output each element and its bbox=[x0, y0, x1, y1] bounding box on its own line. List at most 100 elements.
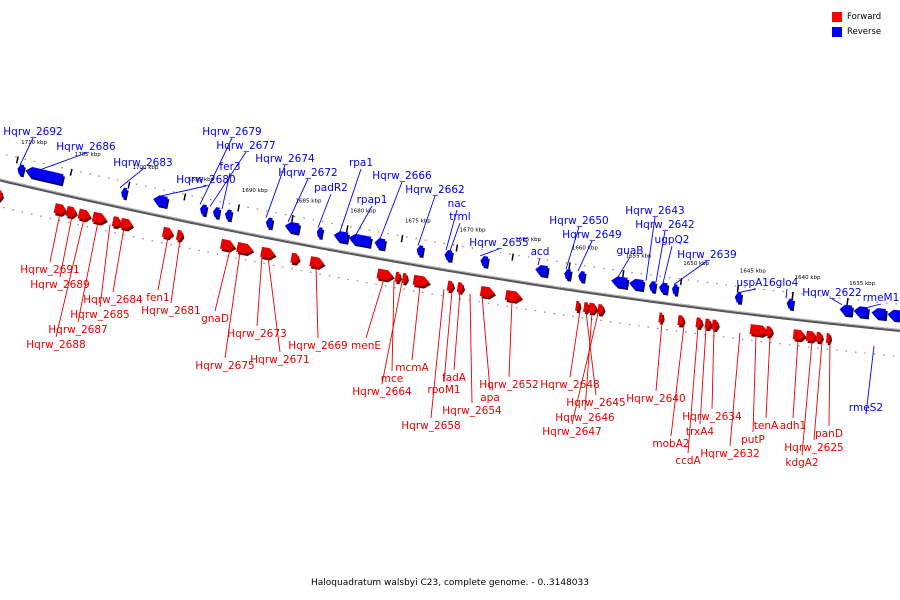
gene-label[interactable]: rmeS2 bbox=[849, 402, 883, 414]
reverse-gene-arrow[interactable] bbox=[316, 227, 325, 240]
reverse-gene-arrow[interactable] bbox=[871, 308, 888, 322]
forward-gene-arrow[interactable] bbox=[765, 326, 774, 339]
gene-label[interactable]: Hqrw_2647 bbox=[542, 426, 601, 438]
forward-gene-arrow[interactable] bbox=[677, 315, 687, 328]
gene-label[interactable]: putP bbox=[741, 434, 765, 446]
gene-label[interactable]: panD bbox=[815, 428, 843, 440]
reverse-gene-arrow[interactable] bbox=[415, 245, 425, 259]
gene-label[interactable]: Hqrw_2666 bbox=[372, 170, 432, 182]
gene-label[interactable]: Hqrw_2658 bbox=[401, 420, 460, 432]
reverse-gene-arrow[interactable] bbox=[479, 256, 490, 269]
gene-label[interactable]: Hqrw_2632 bbox=[700, 448, 759, 460]
gene-label[interactable]: adh1 bbox=[780, 420, 806, 432]
gene-label[interactable]: mcmA bbox=[395, 362, 429, 374]
reverse-gene-arrow[interactable] bbox=[658, 282, 670, 296]
gene-label[interactable]: ugpQ2 bbox=[655, 234, 690, 246]
gene-label[interactable]: apa bbox=[480, 392, 500, 404]
reverse-gene-arrow[interactable] bbox=[534, 264, 550, 279]
gene-label[interactable]: rpap1 bbox=[357, 194, 388, 206]
gene-label[interactable]: Hqrw_2634 bbox=[682, 411, 742, 423]
gene-label[interactable]: Hqrw_2625 bbox=[784, 442, 843, 454]
forward-gene-arrow[interactable] bbox=[575, 300, 583, 314]
gene-label[interactable]: Hqrw_2646 bbox=[555, 412, 615, 424]
reverse-gene-arrow[interactable] bbox=[347, 233, 373, 249]
gene-label[interactable]: glo4 bbox=[776, 277, 799, 289]
reverse-gene-arrow[interactable] bbox=[648, 281, 658, 294]
gene-label[interactable]: Hqrw_2662 bbox=[405, 184, 464, 196]
gene-label[interactable]: rpa1 bbox=[349, 157, 373, 169]
reverse-gene-arrow[interactable] bbox=[853, 306, 870, 320]
forward-gene-arrow[interactable] bbox=[65, 205, 79, 220]
gene-label[interactable]: guaB bbox=[617, 245, 644, 257]
gene-label[interactable]: tenA bbox=[754, 420, 779, 432]
forward-gene-arrow[interactable] bbox=[704, 318, 713, 332]
forward-gene-arrow[interactable] bbox=[236, 241, 256, 257]
gene-label[interactable]: Hqrw_2649 bbox=[562, 229, 621, 241]
forward-gene-arrow[interactable] bbox=[260, 246, 278, 262]
gene-label[interactable]: Hqrw_2683 bbox=[113, 157, 172, 169]
gene-label[interactable]: fen1 bbox=[146, 292, 170, 304]
reverse-gene-arrow[interactable] bbox=[199, 204, 209, 218]
reverse-gene-arrow[interactable] bbox=[563, 269, 573, 282]
forward-gene-arrow[interactable] bbox=[175, 229, 185, 243]
gene-label[interactable]: mobA2 bbox=[652, 438, 689, 450]
gene-label[interactable]: Hqrw_2622 bbox=[802, 287, 861, 299]
gene-label[interactable]: mce bbox=[381, 373, 403, 385]
reverse-gene-arrow[interactable] bbox=[16, 164, 27, 178]
gene-label[interactable]: acd bbox=[531, 246, 550, 258]
legend-reverse[interactable]: Reverse bbox=[832, 24, 890, 39]
gene-label[interactable]: Hqrw_2650 bbox=[549, 215, 608, 227]
gene-label[interactable]: trml bbox=[449, 211, 470, 223]
forward-gene-arrow[interactable] bbox=[588, 302, 600, 316]
reverse-gene-arrow[interactable] bbox=[265, 217, 275, 231]
forward-gene-arrow[interactable] bbox=[77, 208, 93, 224]
gene-label[interactable]: Hqrw_2642 bbox=[635, 219, 694, 231]
gene-label[interactable]: fadA bbox=[442, 372, 467, 384]
gene-label[interactable]: Hqrw_2672 bbox=[278, 167, 337, 179]
gene-label[interactable]: Hqrw_2652 bbox=[479, 379, 538, 391]
forward-gene-arrow[interactable] bbox=[597, 303, 607, 317]
reverse-gene-arrow[interactable] bbox=[332, 230, 350, 245]
gene-label[interactable]: Hqrw_2654 bbox=[442, 405, 502, 417]
forward-gene-arrow[interactable] bbox=[805, 330, 819, 344]
reverse-gene-arrow[interactable] bbox=[887, 309, 900, 323]
gene-label[interactable]: Hqrw_2677 bbox=[216, 140, 275, 152]
gene-label[interactable]: rmeM1 bbox=[863, 292, 900, 304]
gene-label[interactable]: Hqrw_2655 bbox=[469, 237, 528, 249]
gene-label[interactable]: Hqrw_2685 bbox=[70, 309, 129, 321]
forward-gene-arrow[interactable] bbox=[53, 203, 69, 218]
reverse-gene-arrow[interactable] bbox=[671, 284, 680, 297]
gene-label[interactable]: Hqrw_2639 bbox=[677, 249, 736, 261]
forward-gene-arrow[interactable] bbox=[412, 274, 432, 290]
gene-label[interactable]: Hqrw_2643 bbox=[625, 205, 684, 217]
forward-gene-arrow[interactable] bbox=[111, 216, 123, 230]
forward-gene-arrow[interactable] bbox=[815, 331, 825, 345]
forward-gene-arrow[interactable] bbox=[91, 211, 109, 227]
forward-gene-arrow[interactable] bbox=[792, 329, 808, 343]
forward-gene-arrow[interactable] bbox=[479, 285, 497, 300]
gene-label[interactable]: Hqrw_2671 bbox=[250, 354, 309, 366]
reverse-gene-arrow[interactable] bbox=[120, 187, 129, 201]
gene-label[interactable]: uspA16 bbox=[736, 277, 776, 289]
forward-gene-arrow[interactable] bbox=[504, 289, 525, 305]
legend-forward[interactable]: Forward bbox=[832, 9, 890, 24]
reverse-gene-arrow[interactable] bbox=[152, 194, 170, 210]
gene-label[interactable]: trxA4 bbox=[686, 426, 715, 438]
forward-gene-arrow[interactable] bbox=[220, 238, 238, 254]
forward-gene-arrow[interactable] bbox=[394, 271, 403, 285]
reverse-gene-arrow[interactable] bbox=[610, 276, 630, 290]
forward-gene-arrow[interactable] bbox=[290, 252, 302, 267]
reverse-gene-arrow[interactable] bbox=[839, 304, 854, 318]
gene-label[interactable]: menE bbox=[351, 340, 381, 352]
forward-gene-arrow[interactable] bbox=[711, 319, 720, 333]
gene-label[interactable]: Hqrw_2640 bbox=[626, 393, 685, 405]
forward-gene-arrow[interactable] bbox=[456, 282, 466, 295]
forward-gene-arrow[interactable] bbox=[695, 317, 704, 330]
forward-gene-arrow[interactable] bbox=[376, 268, 396, 283]
reverse-gene-arrow[interactable] bbox=[734, 292, 744, 305]
gene-label[interactable]: Hqrw_2684 bbox=[83, 294, 143, 306]
gene-label[interactable]: Hqrw_2664 bbox=[352, 386, 412, 398]
gene-label[interactable]: Hqrw_2680 bbox=[176, 174, 235, 186]
gene-label[interactable]: fer3 bbox=[219, 161, 240, 173]
forward-gene-arrow[interactable] bbox=[446, 280, 456, 294]
